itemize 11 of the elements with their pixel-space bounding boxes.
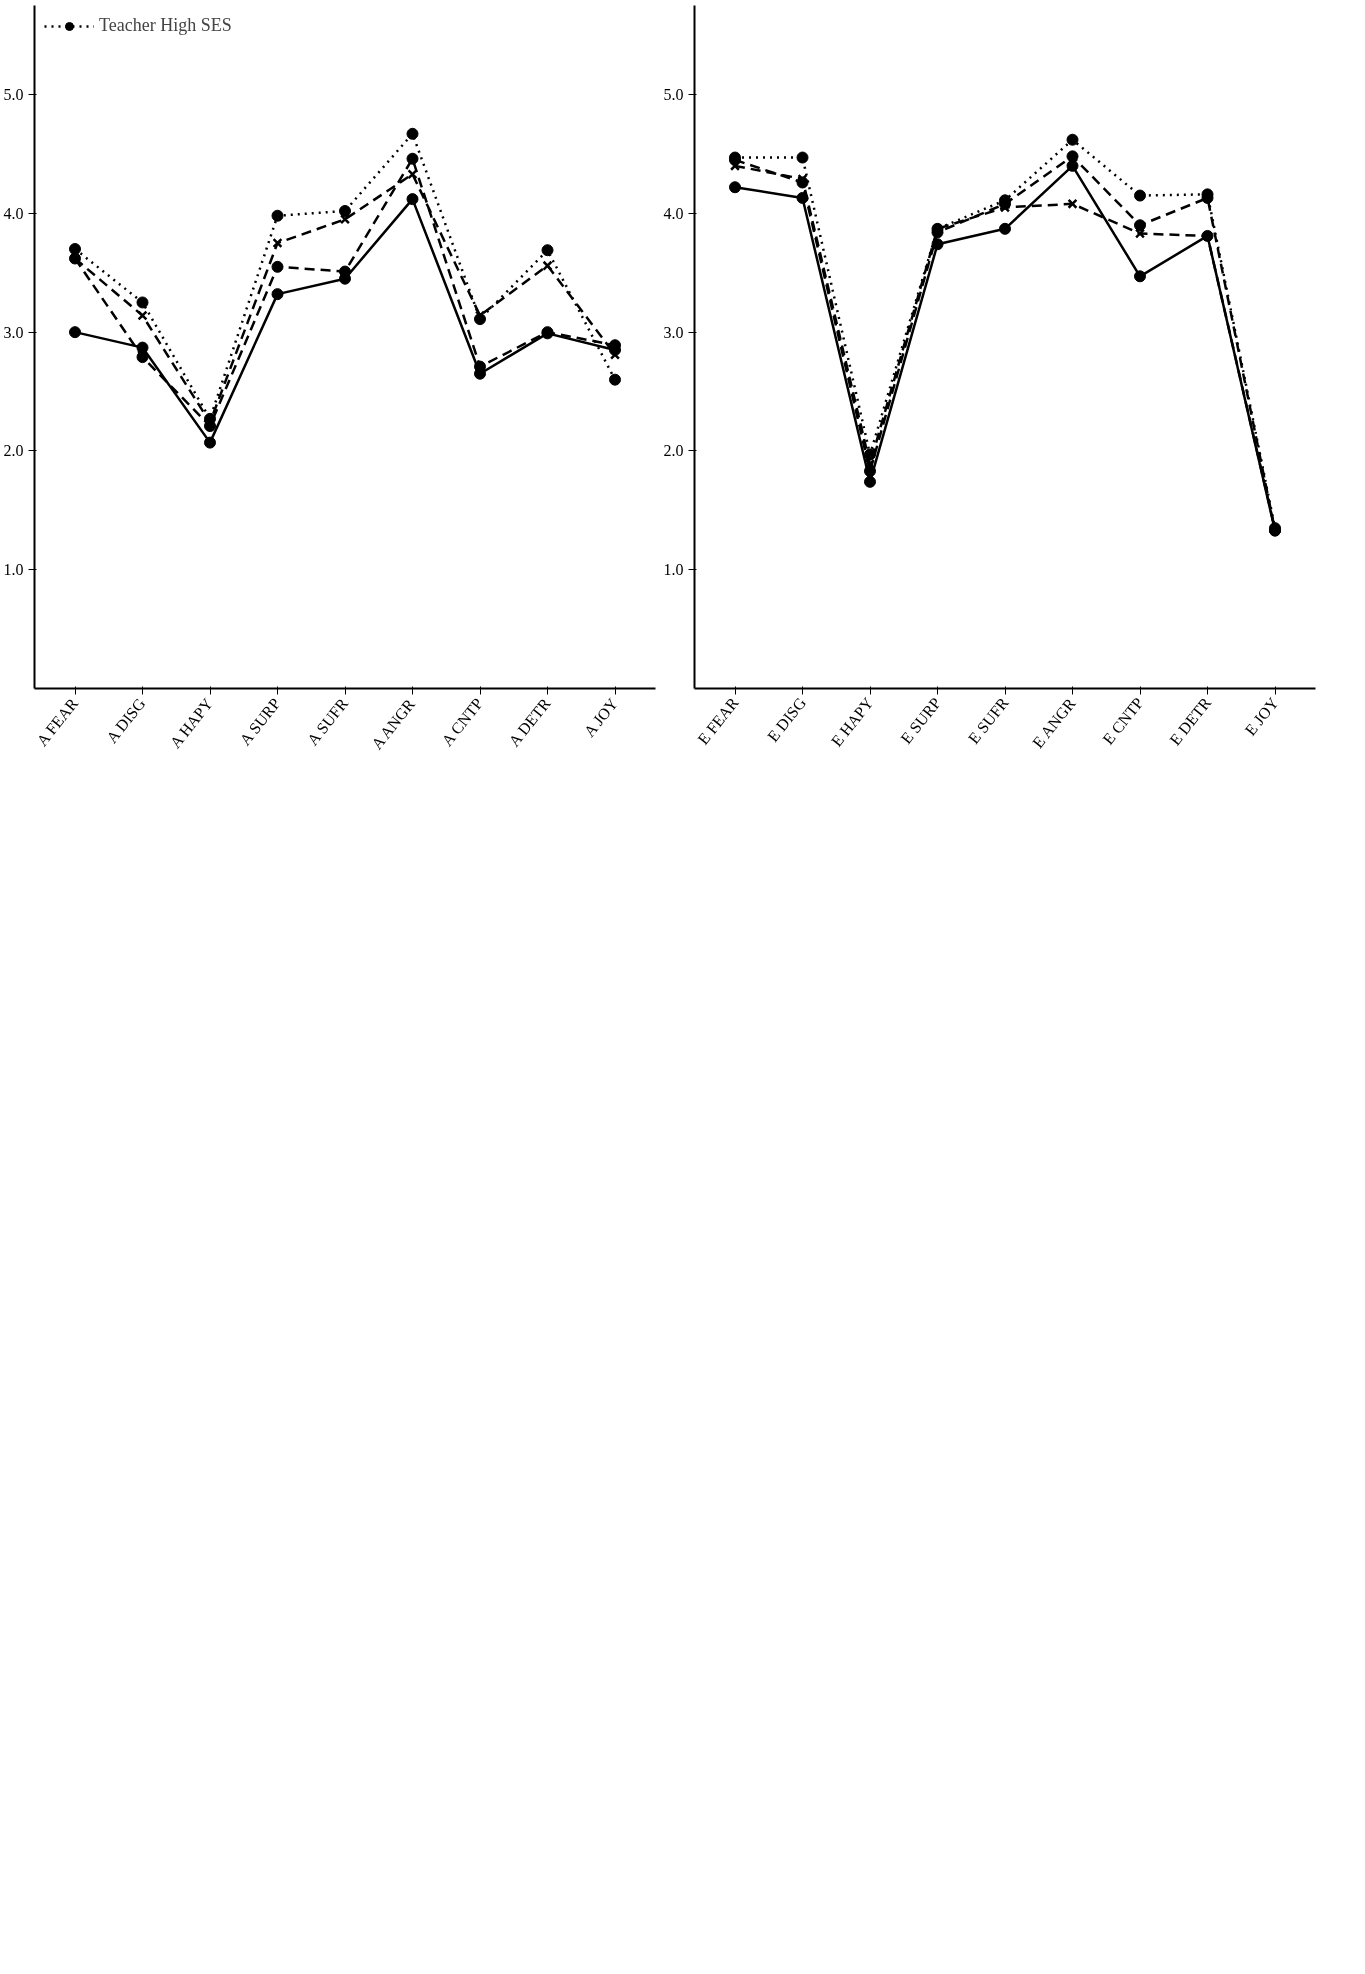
y-tick-label: 2.0 xyxy=(3,442,24,460)
y-tick-label: 2.0 xyxy=(663,442,684,460)
y-tick-label: 3.0 xyxy=(663,323,684,341)
y-tick-label: 4.0 xyxy=(663,204,684,222)
y-tick-label: 5.0 xyxy=(3,86,24,104)
y-tick-label: 4.0 xyxy=(3,204,24,222)
y-tick-label: 5.0 xyxy=(663,86,684,104)
y-tick-label: 1.0 xyxy=(3,561,24,579)
legend-label: Teacher High SES xyxy=(99,15,232,36)
y-tick-label: 3.0 xyxy=(3,323,24,341)
y-tick-label: 1.0 xyxy=(663,561,684,579)
